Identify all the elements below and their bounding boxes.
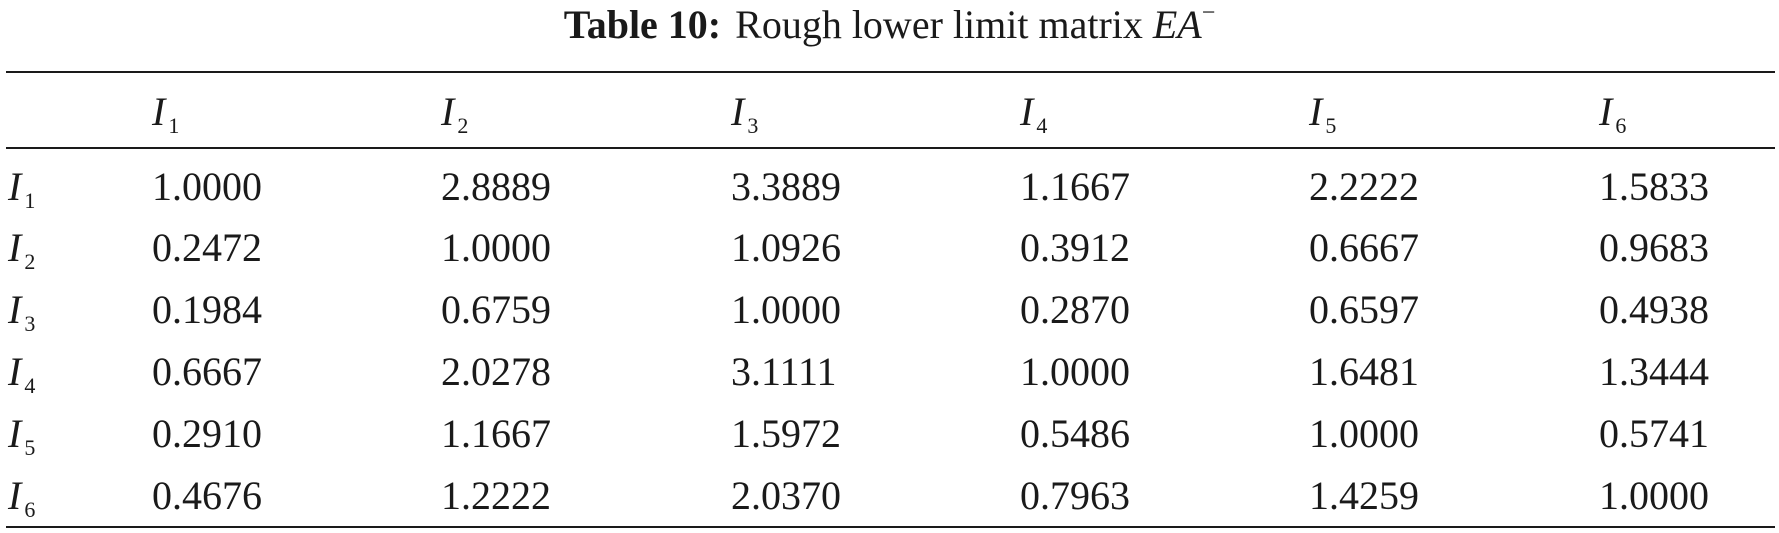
table-cell: 0.1984 <box>152 287 262 332</box>
table-cell: 1.0000 <box>152 164 262 209</box>
table-caption-label: Table 10: <box>563 2 722 47</box>
table-cell: 1.4259 <box>1309 473 1419 518</box>
table-cell: 2.2222 <box>1309 164 1419 209</box>
table-cell: 0.2472 <box>152 225 262 270</box>
table-cell: 0.6759 <box>441 287 551 332</box>
table-bottom-rule <box>6 526 1775 528</box>
table-cell: 1.3444 <box>1599 349 1709 394</box>
table-cell: 1.0000 <box>731 287 841 332</box>
table-cell: 1.1667 <box>441 411 551 456</box>
table-cell: 1.0000 <box>1020 349 1130 394</box>
table-cell: 0.2870 <box>1020 287 1130 332</box>
table-cell: 0.3912 <box>1020 225 1130 270</box>
table-cell: 0.9683 <box>1599 225 1709 270</box>
table-cell: 0.6597 <box>1309 287 1419 332</box>
table-cell: 1.0000 <box>1309 411 1419 456</box>
table-header-rule <box>6 147 1775 149</box>
table-cell: 1.0000 <box>1599 473 1709 518</box>
table-cell: 0.6667 <box>1309 225 1419 270</box>
table-caption-symbol: EA <box>1152 2 1202 47</box>
table-cell: 1.2222 <box>441 473 551 518</box>
table-cell: 0.5741 <box>1599 411 1709 456</box>
table-cell: 2.0278 <box>441 349 551 394</box>
table-top-rule <box>6 71 1775 73</box>
table-cell: 1.6481 <box>1309 349 1419 394</box>
table-cell: 2.0370 <box>731 473 841 518</box>
table-cell: 1.5833 <box>1599 164 1709 209</box>
table-cell: 1.0926 <box>731 225 841 270</box>
table-cell: 0.2910 <box>152 411 262 456</box>
table-caption-text: Rough lower limit matrix <box>735 2 1143 47</box>
table-cell: 1.1667 <box>1020 164 1130 209</box>
table-cell: 0.6667 <box>152 349 262 394</box>
table-cell: 0.5486 <box>1020 411 1130 456</box>
table-caption-symbol-sup: − <box>1201 0 1216 26</box>
table-cell: 0.4676 <box>152 473 262 518</box>
table-cell: 3.3889 <box>731 164 841 209</box>
table-cell: 2.8889 <box>441 164 551 209</box>
table-cell: 1.5972 <box>731 411 841 456</box>
table-cell: 3.1111 <box>731 349 837 394</box>
table-caption: Table 10: Rough lower limit matrix EA− <box>0 0 1779 60</box>
table-cell: 1.0000 <box>441 225 551 270</box>
table-cell: 0.7963 <box>1020 473 1130 518</box>
table-cell: 0.4938 <box>1599 287 1709 332</box>
